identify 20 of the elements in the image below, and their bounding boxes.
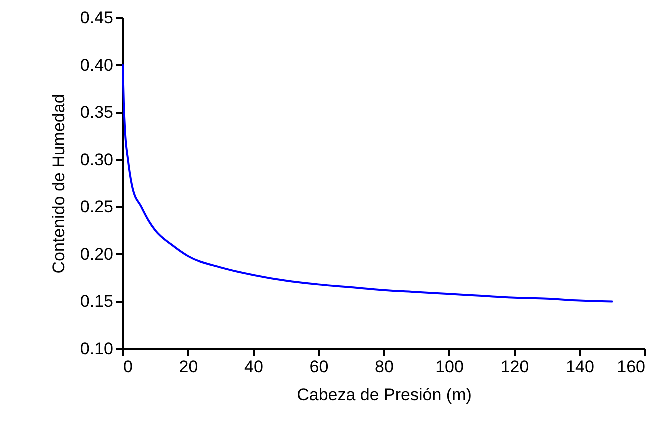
y-axis-title: Contenido de Humedad (49, 94, 68, 274)
x-tick-label: 20 (179, 358, 198, 376)
y-tick-label: 0.25 (80, 198, 114, 217)
line-series (122, 64, 614, 303)
x-tick-label: 140 (566, 358, 594, 376)
x-tick-label: 0 (124, 358, 133, 376)
y-tick-label: 0.40 (80, 56, 114, 75)
x-tick-label: 80 (375, 358, 394, 376)
x-tick-label: 120 (500, 358, 530, 376)
x-tick-label: 40 (244, 358, 264, 376)
y-tick-label: 0.45 (80, 8, 114, 28)
y-tick-label: 0.10 (80, 340, 114, 358)
x-tick-label: 60 (310, 358, 329, 376)
y-tick-label: 0.15 (80, 292, 114, 312)
y-tick-label: 0.20 (80, 244, 114, 264)
y-tick-label: 0.30 (80, 150, 114, 170)
x-tick-label: 100 (436, 358, 464, 376)
x-axis-title: Cabeza de Presión (m) (297, 386, 472, 404)
x-tick-label: 160 (617, 358, 646, 376)
y-tick-label: 0.35 (80, 103, 114, 122)
